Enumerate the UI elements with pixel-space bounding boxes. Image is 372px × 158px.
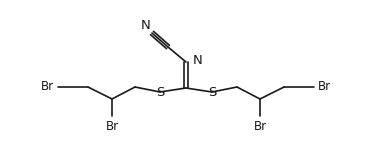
Text: N: N — [141, 19, 151, 32]
Text: S: S — [208, 86, 216, 100]
Text: S: S — [156, 86, 164, 100]
Text: Br: Br — [318, 80, 331, 94]
Text: Br: Br — [41, 80, 54, 94]
Text: Br: Br — [105, 120, 119, 133]
Text: N: N — [193, 55, 203, 67]
Text: Br: Br — [253, 120, 267, 133]
